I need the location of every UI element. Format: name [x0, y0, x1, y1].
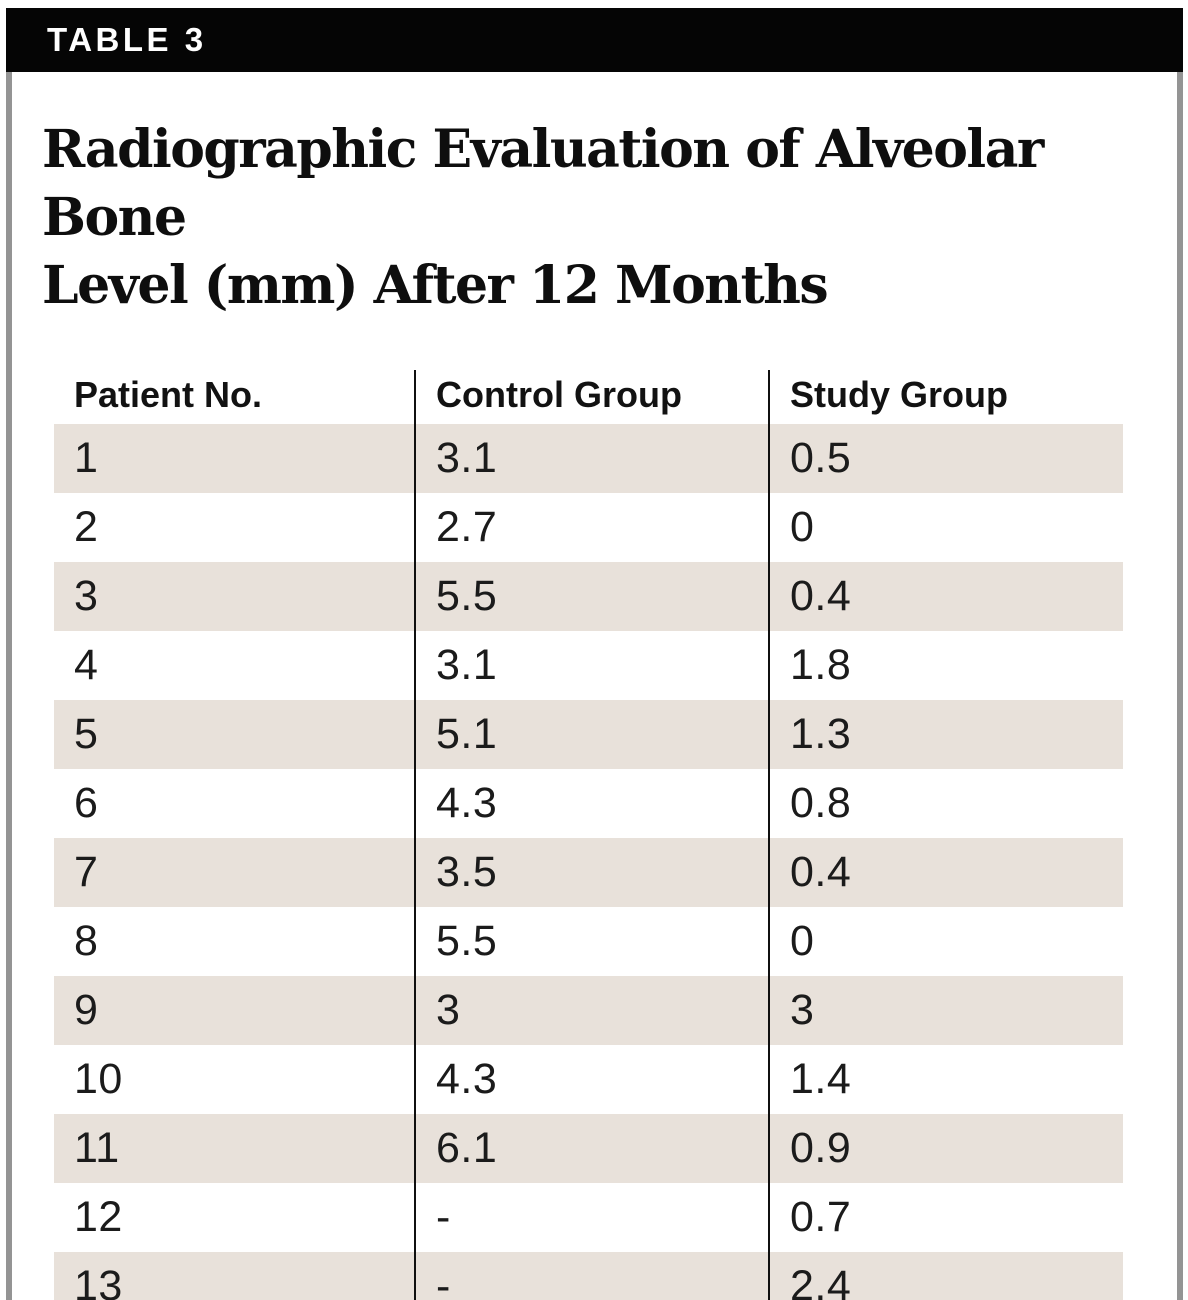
patient-no-cell: 11: [54, 1114, 415, 1183]
study-group-cell: 0.9: [768, 1114, 1123, 1183]
study-group-cell: 0: [768, 907, 1123, 976]
table-frame: Radiographic Evaluation of Alveolar Bone…: [6, 72, 1183, 1300]
control-group-cell: -: [414, 1252, 769, 1300]
control-group-cell: 6.1: [414, 1114, 769, 1183]
study-group-cell: 1.8: [768, 631, 1123, 700]
table-row: 11 6.1 0.9: [54, 1114, 1123, 1183]
control-group-cell: 5.5: [414, 907, 769, 976]
control-group-cell: 3.1: [414, 424, 769, 493]
control-group-cell: 3: [414, 976, 769, 1045]
study-group-cell: 0.8: [768, 769, 1123, 838]
patient-no-cell: 2: [54, 493, 415, 562]
column-header-study-group: Study Group: [768, 370, 1123, 424]
table-row: 5 5.1 1.3: [54, 700, 1123, 769]
control-group-cell: 3.5: [414, 838, 769, 907]
patient-no-cell: 1: [54, 424, 415, 493]
table-row: 13-2.4: [54, 1252, 1123, 1300]
patient-no-cell: 13: [54, 1252, 415, 1300]
table-row: 1 3.1 0.5: [54, 424, 1123, 493]
patient-no-cell: 10: [54, 1045, 415, 1114]
patient-no-cell: 8: [54, 907, 415, 976]
table-header: Patient No. Control Group Study Group: [54, 370, 1123, 424]
study-group-cell: 0.4: [768, 838, 1123, 907]
study-group-cell: 1.3: [768, 700, 1123, 769]
control-group-cell: 5.5: [414, 562, 769, 631]
study-group-cell: 0.5: [768, 424, 1123, 493]
control-group-cell: 4.3: [414, 769, 769, 838]
table-body: 1 3.1 0.5 2 2.7 0 3 5.5 0.4 4 3.1 1.8 5 5.1 1.3 6 4.3 0.8…: [54, 424, 1123, 1300]
patient-no-cell: 3: [54, 562, 415, 631]
patient-no-cell: 4: [54, 631, 415, 700]
column-header-patient-no: Patient No.: [54, 370, 415, 424]
table-title-line-2: Level (mm) After 12 Months: [42, 255, 829, 316]
table-number-label: TABLE 3: [47, 21, 207, 58]
table-row: 8 5.5 0: [54, 907, 1123, 976]
table-row: 10 4.3 1.4: [54, 1045, 1123, 1114]
patient-no-cell: 12: [54, 1183, 415, 1252]
study-group-cell: 1.4: [768, 1045, 1123, 1114]
table-number-bar: TABLE 3: [6, 8, 1183, 72]
patient-no-cell: 5: [54, 700, 415, 769]
control-group-cell: 5.1: [414, 700, 769, 769]
table-card: TABLE 3 Radiographic Evaluation of Alveo…: [6, 8, 1183, 1300]
header-row: Patient No. Control Group Study Group: [54, 370, 1123, 424]
study-group-cell: 0.4: [768, 562, 1123, 631]
table-row: 12-0.7: [54, 1183, 1123, 1252]
table-row: 7 3.5 0.4: [54, 838, 1123, 907]
study-group-cell: 3: [768, 976, 1123, 1045]
control-group-cell: 3.1: [414, 631, 769, 700]
control-group-cell: 4.3: [414, 1045, 769, 1114]
control-group-cell: -: [414, 1183, 769, 1252]
patient-no-cell: 6: [54, 769, 415, 838]
table-title-line-1: Radiographic Evaluation of Alveolar Bone: [42, 119, 1044, 248]
study-group-cell: 0: [768, 493, 1123, 562]
patient-no-cell: 7: [54, 838, 415, 907]
table-row: 4 3.1 1.8: [54, 631, 1123, 700]
table-row: 6 4.3 0.8: [54, 769, 1123, 838]
table-title: Radiographic Evaluation of Alveolar Bone…: [42, 116, 1177, 320]
study-group-cell: 0.7: [768, 1183, 1123, 1252]
study-group-cell: 2.4: [768, 1252, 1123, 1300]
control-group-cell: 2.7: [414, 493, 769, 562]
table-row: 2 2.7 0: [54, 493, 1123, 562]
column-header-control-group: Control Group: [414, 370, 769, 424]
table-row: 3 5.5 0.4: [54, 562, 1123, 631]
patient-no-cell: 9: [54, 976, 415, 1045]
